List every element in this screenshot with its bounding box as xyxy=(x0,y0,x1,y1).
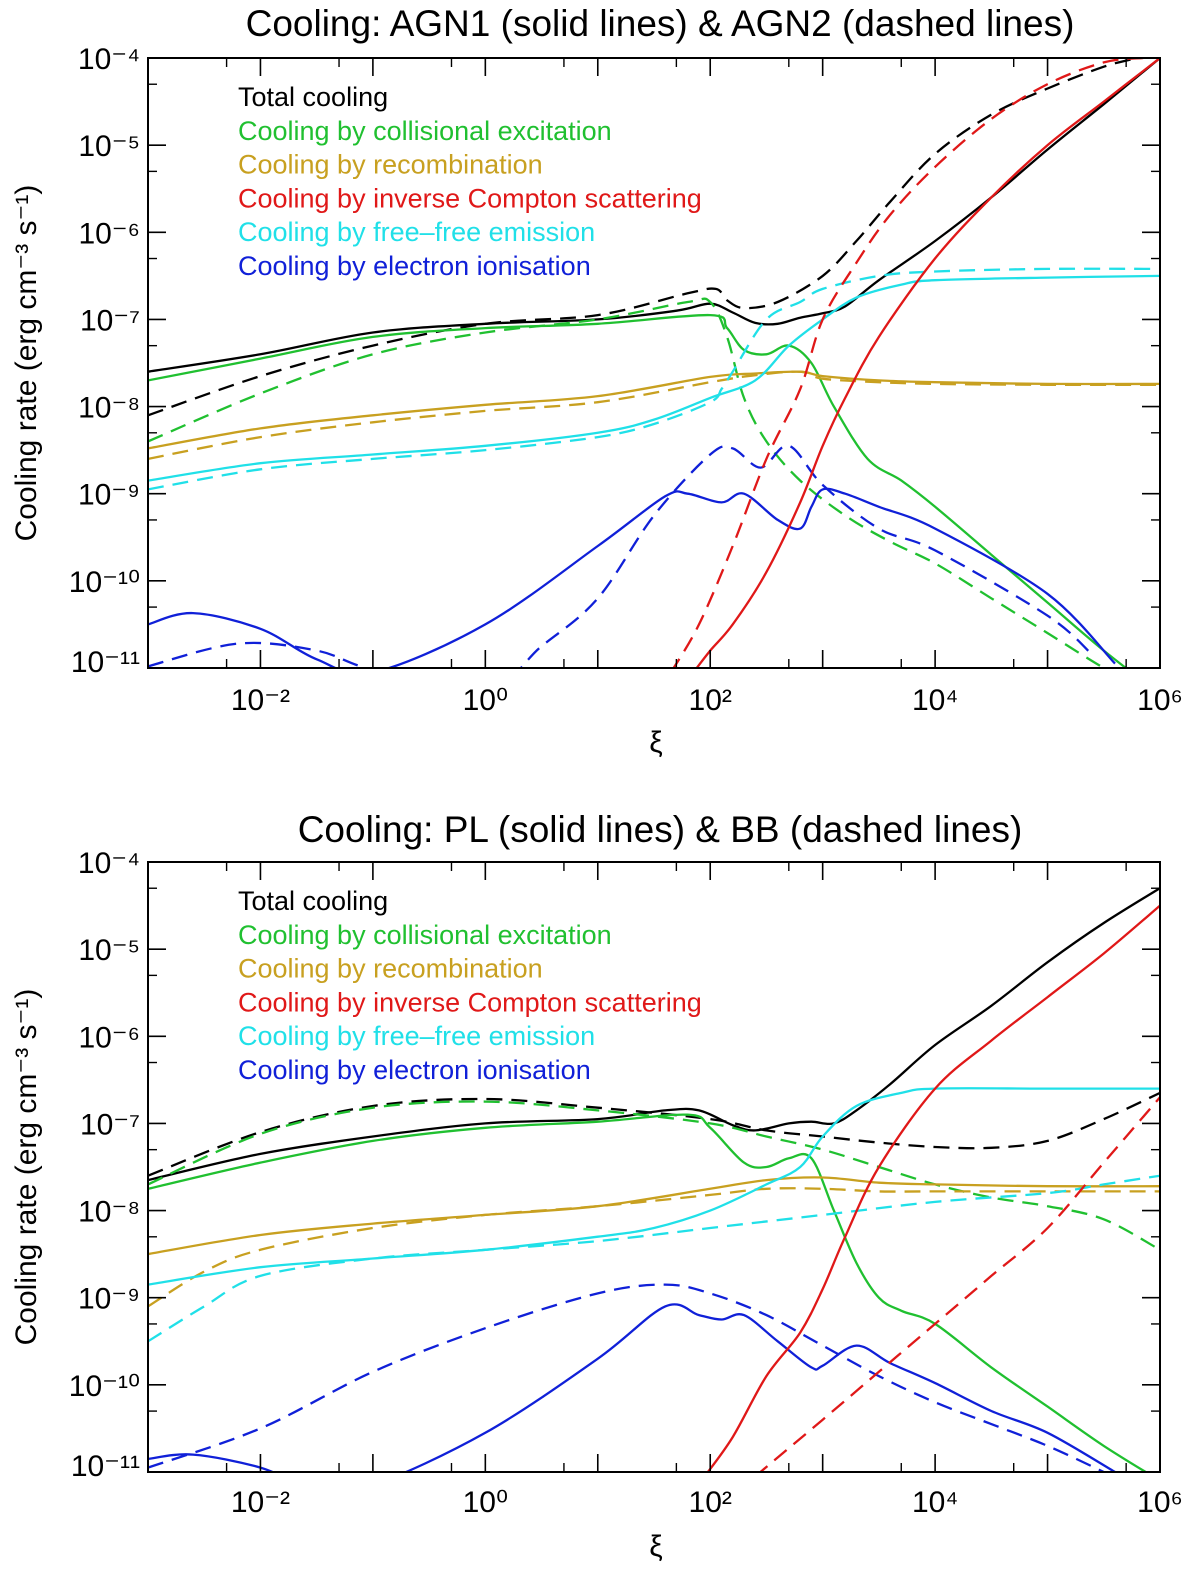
series-line-cooling-by-recombination-solid xyxy=(148,370,1160,450)
y-tick-label: 10⁻¹⁰ xyxy=(69,566,140,599)
y-tick-label: 10⁻¹¹ xyxy=(71,1450,140,1483)
x-axis-label: ξ xyxy=(649,1530,662,1563)
y-tick-label: 10⁻⁷ xyxy=(80,304,140,337)
legend-entry: Cooling by recombination xyxy=(238,954,543,984)
series-line-total-cooling-dashed xyxy=(148,58,1138,417)
legend: Total cooling Cooling by collisional exci… xyxy=(238,886,702,1085)
y-tick-label: 10⁻⁹ xyxy=(78,1283,140,1316)
plot-frame xyxy=(147,57,1161,669)
x-tick-label: 10⁴ xyxy=(912,684,958,717)
y-tick-label: 10⁻¹¹ xyxy=(71,646,140,679)
x-axis-label: ξ xyxy=(649,726,662,759)
chart-title: Cooling: AGN1 (solid lines) & AGN2 (dash… xyxy=(246,3,1075,44)
x-tick-label: 10⁻² xyxy=(231,684,290,717)
y-tick-label: 10⁻⁹ xyxy=(78,479,140,512)
y-axis-label: Cooling rate (erg cm⁻³ s⁻¹) xyxy=(10,989,43,1346)
series-line-cooling-by-electron-ionisation-solid xyxy=(148,487,1116,668)
series-line-cooling-by-collisional-excitation-solid xyxy=(148,1113,1148,1472)
legend-entry: Cooling by recombination xyxy=(238,150,543,180)
y-tick-label: 10⁻⁶ xyxy=(78,1021,140,1054)
plot-frame xyxy=(147,861,1161,1473)
y-tick-label: 10⁻⁴ xyxy=(78,43,140,76)
legend: Total cooling Cooling by collisional exci… xyxy=(238,82,702,281)
y-tick-label: 10⁻⁵ xyxy=(78,934,140,967)
series-line-cooling-by-inverse-compton-scattering-solid xyxy=(695,58,1160,668)
series-line-cooling-by-inverse-compton-scattering-dashed xyxy=(758,1096,1160,1472)
series-line-cooling-by-recombination-dashed xyxy=(148,1187,1160,1308)
series-line-cooling-by-electron-ionisation-solid xyxy=(148,1303,1116,1472)
y-tick-label: 10⁻⁵ xyxy=(78,130,140,163)
series-line-cooling-by-electron-ionisation-dashed xyxy=(148,1283,1105,1472)
legend-entry: Cooling by electron ionisation xyxy=(238,251,591,281)
legend-entry: Cooling by free–free emission xyxy=(238,1021,595,1051)
y-tick-label: 10⁻⁴ xyxy=(78,847,140,880)
x-tick-label: 10² xyxy=(689,1486,732,1519)
series-line-cooling-by-collisional-excitation-dashed xyxy=(148,1100,1160,1251)
series-line-cooling-by-free-free-emission-dashed xyxy=(148,1174,1160,1343)
series-line-cooling-by-free-free-emission-dashed xyxy=(148,267,1160,491)
series-line-cooling-by-collisional-excitation-dashed xyxy=(148,297,1107,668)
chart-panel-2: Cooling: PL (solid lines) & BB (dashed l… xyxy=(10,809,1183,1563)
series-group xyxy=(148,887,1160,1472)
y-tick-label: 10⁻⁶ xyxy=(78,217,140,250)
series-line-cooling-by-electron-ionisation-dashed xyxy=(148,444,1094,668)
series-line-cooling-by-collisional-excitation-solid xyxy=(148,313,1128,668)
series-line-cooling-by-inverse-compton-scattering-solid xyxy=(706,904,1160,1472)
legend-entry: Total cooling xyxy=(238,886,388,916)
legend-entry: Cooling by collisional excitation xyxy=(238,920,612,950)
y-tick-label: 10⁻⁸ xyxy=(78,1196,140,1229)
series-line-cooling-by-recombination-dashed xyxy=(148,370,1160,461)
legend-entry: Cooling by inverse Compton scattering xyxy=(238,987,702,1017)
x-tick-label: 10² xyxy=(689,684,732,717)
legend-entry: Cooling by electron ionisation xyxy=(238,1055,591,1085)
legend-entry: Cooling by collisional excitation xyxy=(238,116,612,146)
y-tick-label: 10⁻¹⁰ xyxy=(69,1370,140,1403)
y-tick-label: 10⁻⁷ xyxy=(80,1108,140,1141)
x-tick-label: 10⁴ xyxy=(912,1486,958,1519)
x-tick-label: 10⁶ xyxy=(1137,1486,1183,1519)
x-tick-label: 10⁰ xyxy=(463,1486,508,1519)
x-tick-label: 10⁶ xyxy=(1137,684,1183,717)
series-line-cooling-by-recombination-solid xyxy=(148,1176,1160,1256)
series-line-cooling-by-free-free-emission-solid xyxy=(148,274,1160,482)
x-tick-label: 10⁻² xyxy=(231,1486,290,1519)
series-line-cooling-by-inverse-compton-scattering-dashed xyxy=(672,58,1144,668)
chart-panel-1: Cooling: AGN1 (solid lines) & AGN2 (dash… xyxy=(10,3,1183,759)
series-line-total-cooling-dashed xyxy=(148,1091,1160,1177)
legend-entry: Cooling by free–free emission xyxy=(238,217,595,247)
chart-title: Cooling: PL (solid lines) & BB (dashed l… xyxy=(298,809,1023,850)
y-tick-label: 10⁻⁸ xyxy=(78,392,140,425)
x-tick-label: 10⁰ xyxy=(463,684,508,717)
y-axis-label: Cooling rate (erg cm⁻³ s⁻¹) xyxy=(10,185,43,542)
legend-entry: Cooling by inverse Compton scattering xyxy=(238,183,702,213)
series-line-total-cooling-solid xyxy=(148,887,1160,1182)
series-group xyxy=(148,58,1160,668)
legend-entry: Total cooling xyxy=(238,82,388,112)
